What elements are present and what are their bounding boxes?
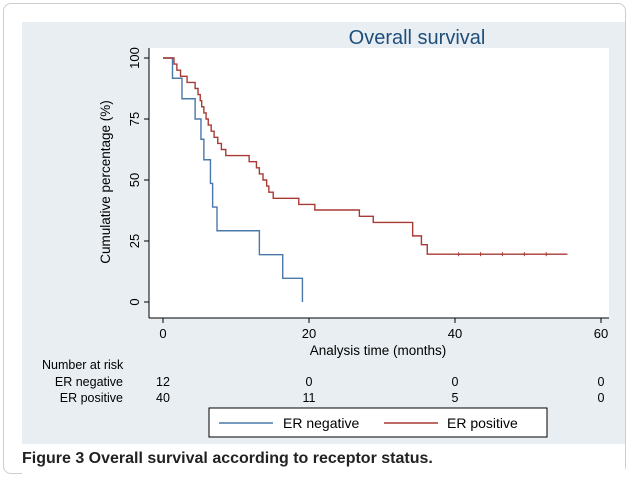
x-tick-label-20: 20: [302, 326, 316, 341]
axis-ticks: 0 20 40 60 0 25 50 75 100: [127, 47, 608, 341]
y-tick-label-25: 25: [127, 234, 142, 248]
risk-table: Number at risk ER negative ER positive 1…: [42, 358, 605, 405]
risk-count-er-positive-0: 40: [156, 391, 170, 405]
legend-label-er-negative: ER negative: [283, 415, 359, 431]
y-axis-label: Cumulative percentage (%): [98, 100, 113, 264]
series-line-er-negative: [163, 57, 304, 302]
figure-frame: Overall survival Analysis time (months) …: [3, 3, 626, 476]
legend: ER negative ER positive: [208, 407, 548, 438]
x-tick-label-60: 60: [594, 326, 608, 341]
chart-title: Overall survival: [349, 27, 486, 49]
risk-row-label-er-negative: ER negative: [55, 375, 123, 389]
x-axis-label: Analysis time (months): [310, 343, 447, 358]
survival-chart: Overall survival Analysis time (months) …: [42, 27, 609, 438]
risk-row-label-er-positive: ER positive: [60, 391, 123, 405]
y-tick-label-0: 0: [127, 298, 142, 305]
x-tick-label-40: 40: [448, 326, 462, 341]
figure-caption: Figure 3 Overall survival according to r…: [22, 450, 433, 467]
y-tick-label-100: 100: [127, 47, 142, 69]
risk-count-er-negative-40: 0: [452, 375, 459, 389]
risk-count-er-negative-60: 0: [598, 375, 605, 389]
y-tick-label-50: 50: [127, 173, 142, 187]
legend-label-er-positive: ER positive: [447, 415, 518, 431]
risk-table-heading: Number at risk: [42, 358, 124, 372]
risk-count-er-positive-40: 5: [452, 391, 459, 405]
series-lines: [163, 57, 568, 302]
caption-bar: Figure 3 Overall survival according to r…: [22, 444, 625, 476]
risk-count-er-positive-20: 11: [303, 391, 316, 405]
plot-area: [149, 48, 609, 318]
risk-count-er-negative-0: 12: [156, 375, 170, 389]
risk-count-er-positive-60: 0: [598, 391, 605, 405]
series-line-er-positive: [163, 57, 568, 255]
risk-count-er-negative-20: 0: [306, 375, 313, 389]
x-tick-label-0: 0: [159, 326, 166, 341]
plot-panel: Overall survival Analysis time (months) …: [22, 22, 625, 444]
y-tick-label-75: 75: [127, 112, 142, 126]
